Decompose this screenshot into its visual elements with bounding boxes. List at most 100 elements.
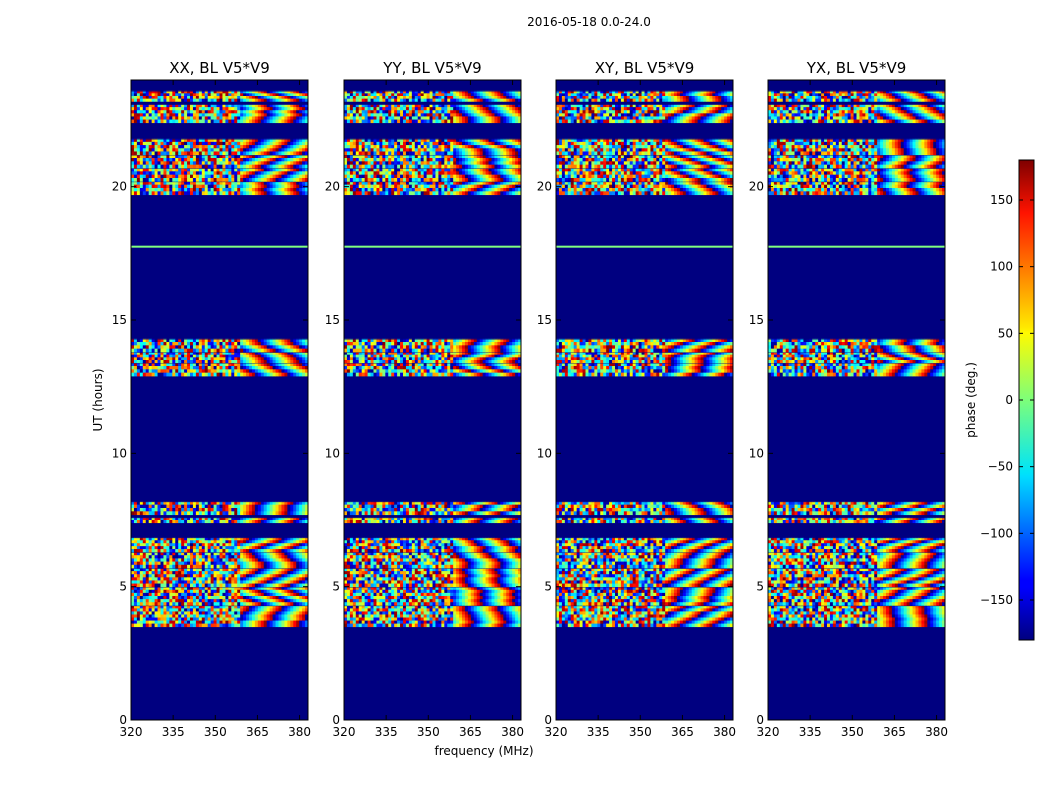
phase-cell [266,592,271,597]
phase-cell [178,620,182,625]
phase-cell [503,608,507,612]
phase-cell [157,596,161,600]
phase-cell [290,599,294,603]
phase-cell [296,357,300,361]
phase-cell [284,508,288,512]
phase-cell [190,93,194,97]
phase-cell [201,191,206,196]
phase-cell [148,602,153,606]
phase-cell [228,171,232,176]
phase-cell [201,511,206,516]
phase-cell [302,623,306,628]
phase-cell [204,583,209,588]
phase-cell [195,543,200,547]
phase-cell [139,366,144,370]
phase-cell [151,589,155,594]
phase-cell [278,583,282,588]
phase-cell [249,558,253,562]
phase-cell [293,517,297,521]
phase-cell [187,345,191,350]
phase-cell [201,555,206,559]
phase-cell [290,178,294,182]
phase-cell [237,623,241,628]
phase-cell [296,174,300,179]
phase-cell [263,608,268,612]
phase-cell [195,599,200,603]
phase-cell [296,614,300,618]
phase-cell [459,605,463,609]
phase-cell [133,543,138,547]
phase-cell [131,568,135,572]
phase-cell [219,558,223,562]
phase-cell [169,158,173,162]
phase-cell [257,543,262,547]
phase-cell [287,520,291,524]
phase-cell [142,161,147,166]
phase-cell [234,145,238,149]
phase-cell [190,577,194,581]
phase-cell [166,171,170,176]
phase-cell [246,158,250,162]
phase-cell [500,617,504,621]
phase-cell [497,617,501,621]
phase-cell [284,104,288,108]
phase-cell [305,145,309,149]
phase-cell [269,362,273,367]
phase-cell [166,104,170,108]
phase-cell [169,602,173,606]
phase-cell [184,188,188,192]
phase-cell [281,537,285,541]
phase-cell [136,184,141,189]
phase-cell [219,148,223,152]
phase-cell [175,611,179,615]
phase-cell [207,145,212,149]
phase-cell [260,338,265,343]
phase-cell [305,580,309,584]
phase-cell [210,116,214,120]
phase-cell [251,564,256,569]
phase-cell [216,110,220,114]
phase-cell [305,110,309,114]
phase-cell [222,113,226,117]
phase-cell [172,93,176,97]
phase-cell [246,96,250,100]
phase-cell [414,620,419,625]
phase-cell [462,623,466,628]
phase-cell [210,104,214,108]
phase-cell [302,98,306,102]
phase-cell [287,104,291,108]
phase-cell [216,508,220,512]
phase-cell [290,113,294,117]
phase-cell [254,348,259,353]
phase-cell [142,596,147,600]
phase-cell [169,188,173,192]
phase-cell [175,145,179,149]
phase-cell [175,589,179,594]
phase-cell [272,164,276,169]
phase-cell [296,141,300,146]
phase-cell [184,608,188,612]
phase-cell [251,517,256,521]
phase-cell [160,184,164,189]
phase-cell [263,158,268,162]
phase-cell [131,549,135,553]
phase-cell [272,369,276,374]
phase-cell [278,93,282,97]
phase-cell [160,511,164,516]
phase-cell [263,354,268,358]
phase-cell [222,574,226,578]
phase-cell [184,145,188,149]
phase-cell [370,611,374,615]
phase-cell [263,577,268,581]
phase-cell [151,549,155,553]
phase-cell [470,605,475,609]
phase-cell [195,620,200,625]
phase-cell [246,549,250,553]
phase-cell [225,107,229,111]
phase-cell [166,151,170,156]
phase-cell [382,614,386,618]
phase-cell [234,372,238,377]
phase-cell [506,623,510,628]
phase-cell [190,90,194,94]
phase-cell [237,352,241,356]
